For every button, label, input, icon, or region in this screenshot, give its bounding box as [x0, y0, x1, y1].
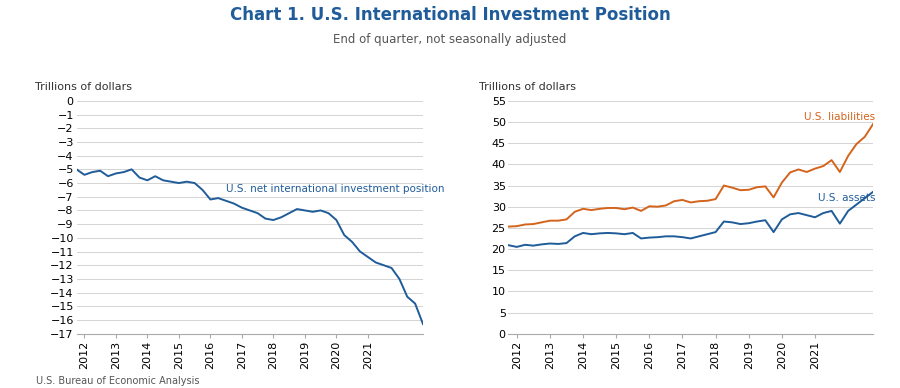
Text: Trillions of dollars: Trillions of dollars — [35, 81, 132, 92]
Text: U.S. assets: U.S. assets — [818, 193, 876, 203]
Text: Trillions of dollars: Trillions of dollars — [480, 81, 576, 92]
Text: U.S. net international investment position: U.S. net international investment positi… — [226, 184, 445, 194]
Text: End of quarter, not seasonally adjusted: End of quarter, not seasonally adjusted — [333, 33, 567, 46]
Text: U.S. liabilities: U.S. liabilities — [805, 112, 876, 122]
Text: U.S. Bureau of Economic Analysis: U.S. Bureau of Economic Analysis — [36, 376, 200, 386]
Text: Chart 1. U.S. International Investment Position: Chart 1. U.S. International Investment P… — [230, 6, 670, 24]
